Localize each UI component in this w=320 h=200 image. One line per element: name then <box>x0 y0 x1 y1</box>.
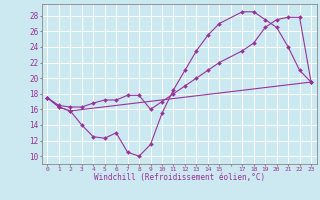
X-axis label: Windchill (Refroidissement éolien,°C): Windchill (Refroidissement éolien,°C) <box>94 173 265 182</box>
